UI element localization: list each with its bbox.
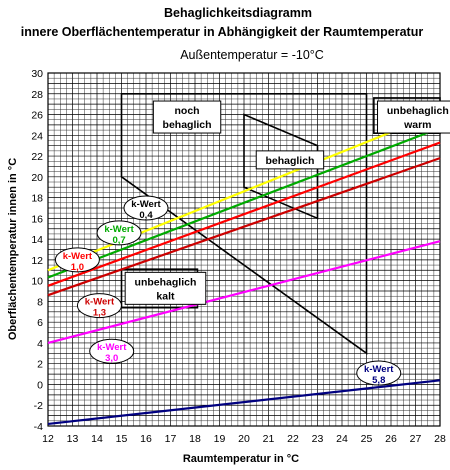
x-tick-label: 14 xyxy=(91,433,103,445)
y-tick-label: 12 xyxy=(31,255,43,267)
k-value-bubble xyxy=(123,195,169,221)
k-value-label-line1: k-Wert xyxy=(104,224,134,235)
x-tick-label: 17 xyxy=(165,433,177,445)
series-line xyxy=(47,126,441,279)
y-tick-label: 14 xyxy=(31,234,43,246)
zone-label-line1: unbehaglich xyxy=(135,276,197,288)
zone-label-line1: noch xyxy=(175,105,200,117)
y-tick-label: 8 xyxy=(37,296,43,308)
y-tick-label: 26 xyxy=(31,110,43,122)
x-tick-label: 26 xyxy=(385,433,397,445)
x-tick-label: 12 xyxy=(42,433,54,445)
plot-frame xyxy=(47,72,441,427)
x-tick-label: 15 xyxy=(116,433,128,445)
k-value-label-line2: 1,0 xyxy=(71,262,84,273)
k-value-label-line1: k-Wert xyxy=(85,297,115,308)
zone-label-line1: unbehaglich xyxy=(387,105,449,117)
x-tick-label: 28 xyxy=(434,433,446,445)
k-value-bubble xyxy=(89,338,135,364)
x-tick-label: 16 xyxy=(140,433,152,445)
x-tick-label: 20 xyxy=(238,433,250,445)
chart-title-line2: innere Oberflächentemperatur in Abhängig… xyxy=(21,25,424,39)
y-tick-label: 0 xyxy=(37,379,43,391)
k-value-label-line2: 0,4 xyxy=(139,210,153,221)
k-value-label-line1: k-Wert xyxy=(63,251,93,262)
y-axis-label: Oberflächentemperatur innen in °C xyxy=(7,158,19,340)
y-tick-label: 6 xyxy=(37,317,43,329)
chart-subtitle: Außentemperatur = -10°C xyxy=(180,48,324,62)
y-tick-label: 18 xyxy=(31,193,43,205)
zone-label-box xyxy=(124,271,207,305)
y-tick-label: -2 xyxy=(34,400,43,412)
zone-label-line2: warm xyxy=(403,119,431,131)
k-value-label-line2: 5,8 xyxy=(372,375,385,386)
k-value-label-line1: k-Wert xyxy=(364,364,394,375)
y-tick-label: 22 xyxy=(31,151,43,163)
x-tick-label: 19 xyxy=(214,433,226,445)
y-tick-label: 10 xyxy=(31,276,43,288)
k-value-label-line2: 3,0 xyxy=(105,353,118,364)
k-value-bubble xyxy=(356,360,402,386)
zone-outline xyxy=(120,92,368,355)
k-value-bubble xyxy=(54,247,100,273)
y-tick-label: 28 xyxy=(31,89,43,101)
x-tick-label: 23 xyxy=(312,433,324,445)
k-value-label-line1: k-Wert xyxy=(131,199,161,210)
series-line xyxy=(47,157,441,297)
zone-outline xyxy=(120,268,199,309)
zone-label-box xyxy=(377,100,450,134)
zone-label-line2: kalt xyxy=(156,290,175,302)
series-line xyxy=(47,379,441,426)
x-tick-label: 22 xyxy=(287,433,299,445)
plot-area: 12 13 14 15 16 17 18 19 20 21 22 23 24 25 26 27 28-4-202… xyxy=(31,68,450,445)
y-tick-label: 4 xyxy=(37,338,43,350)
k-value-bubble xyxy=(76,293,122,319)
k-value-label-line2: 1,3 xyxy=(93,308,106,319)
x-tick-label: 18 xyxy=(189,433,201,445)
chart-title: Behaglichkeitsdiagramm xyxy=(164,6,312,20)
zone-label-box xyxy=(255,150,325,170)
y-tick-label: 16 xyxy=(31,213,43,225)
x-tick-label: 25 xyxy=(361,433,373,445)
series-line xyxy=(47,240,441,345)
zone-label-box xyxy=(152,100,222,134)
k-value-label-line2: 0,7 xyxy=(112,235,125,246)
y-tick-label: 24 xyxy=(31,130,43,142)
y-tick-label: -4 xyxy=(34,421,43,433)
y-tick-label: 2 xyxy=(37,359,43,371)
x-tick-label: 27 xyxy=(410,433,422,445)
k-value-bubble xyxy=(96,220,142,246)
x-tick-label: 21 xyxy=(263,433,275,445)
x-axis-label: Raumtemperatur in °C xyxy=(183,453,299,465)
zone-label-line2: behaglich xyxy=(163,119,212,131)
y-tick-label: 20 xyxy=(31,172,43,184)
x-tick-label: 13 xyxy=(67,433,79,445)
zone-outline xyxy=(243,113,319,220)
y-tick-label: 30 xyxy=(31,68,43,80)
series-line xyxy=(47,141,441,287)
zone-label-line1: behaglich xyxy=(265,155,314,167)
x-tick-label: 24 xyxy=(336,433,348,445)
k-value-label-line1: k-Wert xyxy=(97,342,127,353)
